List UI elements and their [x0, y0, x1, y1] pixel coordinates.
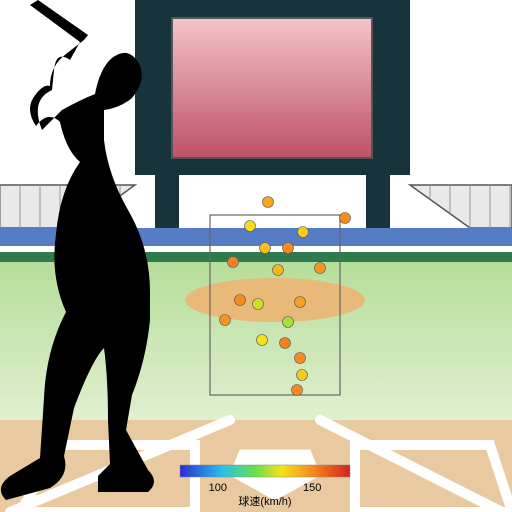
scoreboard-leg	[366, 175, 390, 228]
pitch-marker	[298, 227, 309, 238]
pitch-marker	[257, 335, 268, 346]
pitch-marker	[295, 297, 306, 308]
scoreboard-leg	[155, 175, 179, 228]
pitch-location-chart: 100 150 球速(km/h)	[0, 0, 512, 512]
scoreboard-screen	[172, 18, 372, 158]
pitch-marker	[297, 370, 308, 381]
pitchers-mound	[185, 278, 365, 322]
pitch-marker	[245, 221, 256, 232]
pitch-marker	[220, 315, 231, 326]
pitch-marker	[340, 213, 351, 224]
pitch-marker	[263, 197, 274, 208]
pitch-marker	[273, 265, 284, 276]
pitch-marker	[283, 317, 294, 328]
pitch-marker	[235, 295, 246, 306]
pitch-marker	[295, 353, 306, 364]
pitch-marker	[315, 263, 326, 274]
colorbar-tick-label: 100	[209, 482, 227, 494]
stands	[410, 185, 512, 228]
colorbar-tick-label: 150	[303, 482, 321, 494]
pitch-marker	[280, 338, 291, 349]
colorbar	[180, 465, 350, 477]
pitch-marker	[260, 243, 271, 254]
pitch-marker	[228, 257, 239, 268]
pitch-marker	[292, 385, 303, 396]
colorbar-title: 球速(km/h)	[238, 494, 291, 508]
pitch-marker	[253, 299, 264, 310]
pitch-marker	[283, 243, 294, 254]
